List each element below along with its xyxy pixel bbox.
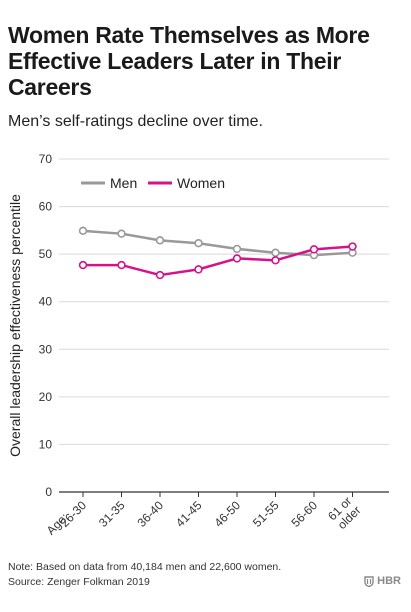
data-point-women bbox=[348, 242, 357, 251]
y-tick-label: 50 bbox=[39, 247, 53, 261]
data-point-men bbox=[78, 226, 88, 236]
x-tick-label: 61 orolder bbox=[325, 494, 363, 532]
y-tick-label: 20 bbox=[39, 390, 53, 404]
x-tick-label: 36-40 bbox=[135, 498, 167, 530]
data-point-women bbox=[78, 260, 88, 270]
footnote: Note: Based on data from 40,184 men and … bbox=[8, 561, 282, 573]
x-tick-label: 46-50 bbox=[212, 498, 244, 530]
series-line-men bbox=[82, 229, 353, 257]
chart-subtitle: Men’s self-ratings decline over time. bbox=[8, 113, 263, 130]
legend-label-men: Men bbox=[110, 175, 137, 191]
data-point-men bbox=[271, 248, 280, 257]
x-tick-label: 51-55 bbox=[250, 498, 282, 530]
series-lines bbox=[78, 226, 357, 280]
y-tick-label: 60 bbox=[39, 200, 53, 214]
data-point-women bbox=[117, 260, 126, 270]
x-tick-label: 31-35 bbox=[96, 498, 128, 530]
source-line: Source: Zenger Folkman 2019 bbox=[8, 576, 150, 588]
x-tick-labels: 26-30 31-35 36-40 41-45 46-50 51-55 56-60 61 or… bbox=[44, 494, 364, 538]
y-tick-label: 10 bbox=[39, 437, 53, 451]
data-point-men bbox=[117, 229, 126, 238]
legend-label-women: Women bbox=[177, 175, 225, 191]
y-tick-labels: 0 10 20 30 40 50 60 70 bbox=[39, 152, 53, 499]
line-chart: 0 10 20 30 40 50 60 70 26-30 31-35 36-40 41-45 46-5… bbox=[7, 152, 389, 538]
grid-lines bbox=[59, 158, 389, 445]
y-tick-label: 40 bbox=[39, 295, 53, 309]
y-tick-label: 30 bbox=[39, 342, 53, 356]
brand-logo: HBR bbox=[364, 574, 401, 589]
series-line-women bbox=[83, 245, 353, 277]
data-point-women bbox=[155, 270, 165, 280]
data-point-women bbox=[309, 245, 319, 254]
x-tick-label: 41-45 bbox=[173, 498, 205, 530]
x-tick-label: 56-60 bbox=[289, 498, 321, 530]
data-point-men bbox=[232, 244, 242, 254]
y-tick-label: 0 bbox=[45, 485, 52, 499]
legend: Men Women bbox=[81, 175, 225, 191]
axes bbox=[59, 491, 389, 497]
y-axis-title: Overall leadership effectiveness percent… bbox=[7, 194, 23, 457]
hbr-shield-icon bbox=[364, 576, 374, 587]
y-tick-label: 70 bbox=[39, 152, 53, 166]
data-point-women bbox=[194, 265, 203, 274]
chart-title: Women Rate Themselves as More Effective … bbox=[8, 22, 370, 100]
data-point-women bbox=[232, 254, 242, 263]
data-point-women bbox=[271, 256, 280, 265]
data-point-men bbox=[194, 239, 203, 248]
brand-label: HBR bbox=[377, 575, 401, 587]
data-point-men bbox=[155, 236, 165, 245]
